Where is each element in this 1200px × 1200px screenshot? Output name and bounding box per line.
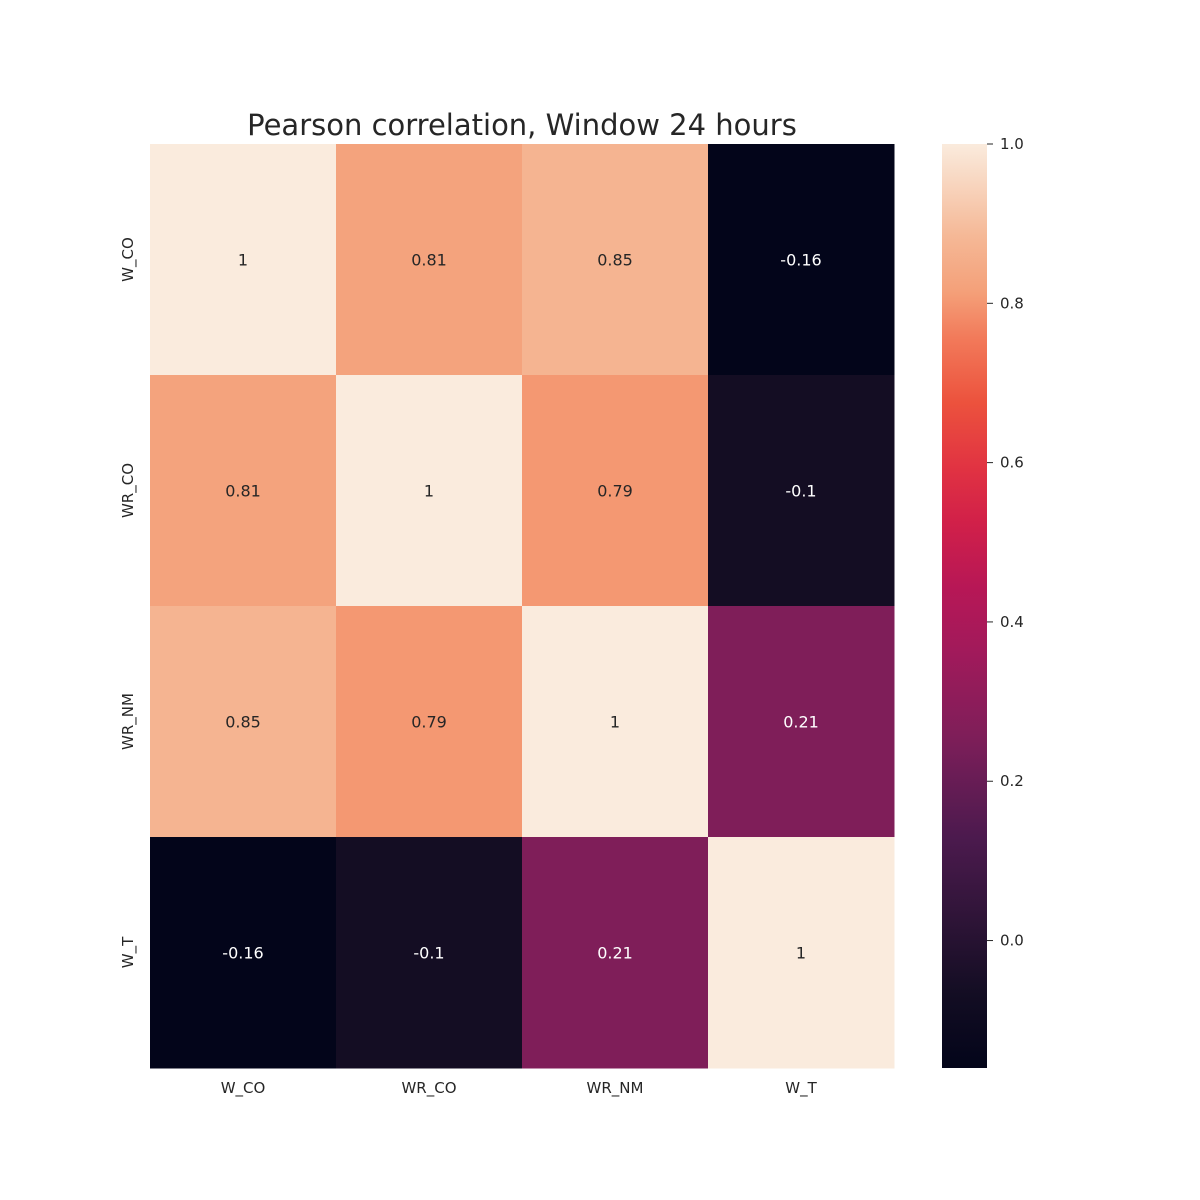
heatmap-cell: [522, 144, 709, 376]
cell-annotation: 0.81: [411, 251, 447, 270]
heatmap-cell: [150, 144, 337, 376]
y-tick-label: WR_NM: [119, 693, 138, 750]
y-tick-label: WR_CO: [119, 463, 138, 518]
x-tick-label: WR_NM: [587, 1079, 644, 1098]
colorbar-tick-label: 0.2: [1000, 772, 1024, 790]
heatmap-cell: [150, 606, 337, 838]
cell-annotation: -0.1: [413, 944, 444, 963]
cell-annotation: 0.81: [225, 482, 261, 501]
colorbar-tick-label: 0.0: [1000, 932, 1024, 950]
x-tick-label: WR_CO: [401, 1079, 456, 1098]
heatmap-cells: [150, 144, 895, 1069]
cell-annotation: 1: [424, 482, 434, 501]
cell-annotation: -0.16: [222, 944, 263, 963]
y-tick-label: W_T: [119, 936, 138, 968]
heatmap-cell: [150, 375, 337, 607]
heatmap-cell: [708, 144, 895, 376]
heatmap-cell: [150, 837, 337, 1069]
cell-annotation: -0.16: [780, 251, 821, 270]
cell-annotation: -0.1: [785, 482, 816, 501]
x-tick-label: W_T: [785, 1079, 817, 1098]
cell-annotation: 0.21: [597, 944, 633, 963]
cell-annotation: 0.85: [225, 713, 261, 732]
colorbar-ticks: 1.0 0.8 0.6 0.4 0.2 0.0: [987, 135, 1024, 950]
heatmap-cell: [336, 144, 523, 376]
heatmap-cell: [708, 606, 895, 838]
cell-annotation: 0.21: [783, 713, 819, 732]
heatmap-cell: [336, 606, 523, 838]
heatmap-cell: [522, 375, 709, 607]
heatmap-annotations: 1 0.81 0.85 -0.16 0.81 1 0.79 -0.1 0.85 0.79 1 0.21…: [222, 251, 821, 963]
colorbar-tick-label: 0.4: [1000, 613, 1024, 631]
cell-annotation: 1: [610, 713, 620, 732]
heatmap-cell: [522, 606, 709, 838]
cell-annotation: 0.79: [411, 713, 447, 732]
cell-annotation: 0.79: [597, 482, 633, 501]
heatmap-cell: [336, 837, 523, 1069]
heatmap-cell: [336, 375, 523, 607]
cell-annotation: 1: [238, 251, 248, 270]
colorbar-tick-label: 1.0: [1000, 135, 1024, 153]
cell-annotation: 1: [796, 944, 806, 963]
colorbar-gradient: [942, 144, 987, 1068]
x-tick-label: W_CO: [221, 1079, 266, 1098]
cell-annotation: 0.85: [597, 251, 633, 270]
y-tick-label: W_CO: [119, 237, 138, 282]
colorbar-tick-label: 0.8: [1000, 294, 1024, 312]
colorbar-tick-label: 0.6: [1000, 454, 1024, 472]
colorbar: 1.0 0.8 0.6 0.4 0.2 0.0: [942, 135, 1024, 1068]
heatmap-cell: [522, 837, 709, 1069]
heatmap-cell: [708, 837, 895, 1069]
heatmap-cell: [708, 375, 895, 607]
chart-title: Pearson correlation, Window 24 hours: [247, 108, 797, 142]
x-axis-ticks: W_CO WR_CO WR_NM W_T: [221, 1079, 818, 1098]
y-axis-ticks: W_CO WR_CO WR_NM W_T: [119, 237, 138, 968]
